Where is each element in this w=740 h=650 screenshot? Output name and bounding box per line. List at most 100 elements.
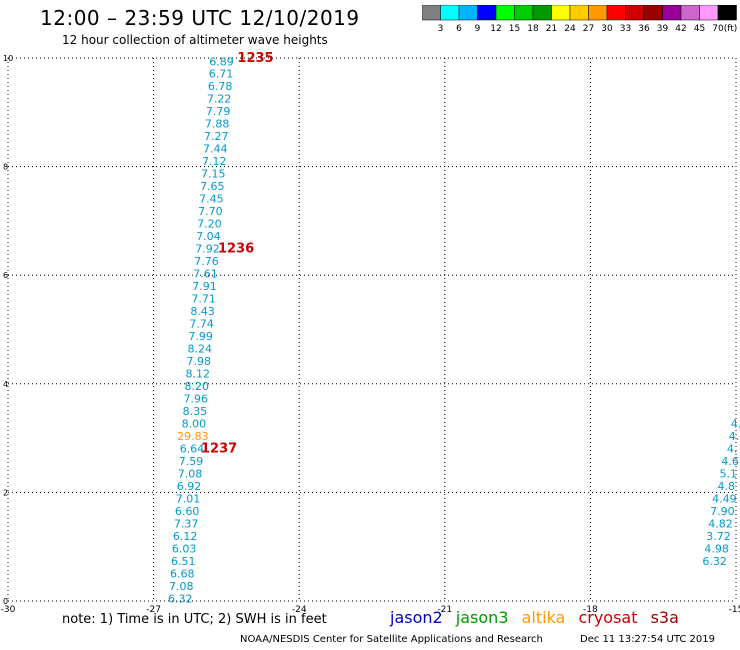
wave-height-label: 6.32: [702, 555, 727, 568]
colorbar-tick-label: 21: [546, 24, 557, 34]
chart-subtitle: 12 hour collection of altimeter wave hei…: [62, 33, 328, 47]
wave-height-label: 6.12: [173, 530, 198, 543]
generation-timestamp: Dec 11 13:27:54 UTC 2019: [580, 634, 715, 645]
x-tick-label: -15: [729, 605, 740, 615]
wave-height-label: 7.37: [174, 517, 199, 530]
wave-height-label: 7.96: [184, 392, 209, 405]
colorbar-tick-label: 27: [583, 24, 594, 34]
colorbar-unit: (ft): [724, 24, 738, 34]
wave-height-label: 7.98: [186, 355, 211, 368]
wave-height-label: 29.83: [177, 430, 209, 443]
time-label: 1236: [218, 242, 254, 257]
colorbar-tick-label: 45: [694, 24, 705, 34]
x-tick-label: -24: [292, 605, 307, 615]
wave-height-label: 4.98: [704, 542, 729, 555]
wave-height-label: 8.12: [186, 367, 211, 380]
legend-item-altika: altika: [521, 608, 566, 627]
wave-height-label: 4.82: [708, 517, 733, 530]
wave-height-label: 7.44: [203, 143, 228, 156]
x-tick-label: -21: [437, 605, 452, 615]
wave-height-label: 7.04: [196, 230, 221, 243]
colorbar-tick-label: 39: [657, 24, 669, 34]
chart-title: 12:00 – 23:59 UTC 12/10/2019: [40, 6, 360, 30]
colorbar-swatch: [717, 5, 737, 21]
wave-height-label: 7.12: [202, 155, 227, 168]
wave-height-label: 6.68: [170, 567, 195, 580]
wave-height-label: 6.60: [175, 505, 200, 518]
wave-height-label: 7.65: [200, 180, 225, 193]
wave-height-label: 8.43: [190, 305, 215, 318]
wave-height-label: 7.01: [176, 492, 201, 505]
wave-height-label: 7.20: [197, 218, 222, 231]
wave-height-label: 6.78: [208, 80, 233, 93]
y-tick-label: 10: [3, 54, 13, 63]
wave-height-label: 6.71: [209, 68, 234, 81]
colorbar-tick-label: 42: [675, 24, 686, 34]
colorbar-tick-label: 70: [712, 24, 724, 34]
wave-height-label: 4.6: [721, 455, 739, 468]
wave-height-label: 4.: [731, 417, 740, 430]
colorbar-tick-label: 3: [438, 24, 444, 34]
wave-height-label: 6.03: [172, 542, 197, 555]
y-tick-label: 6: [3, 271, 8, 280]
wave-height-label: 7.08: [178, 467, 203, 480]
wave-height-label: 7.88: [205, 118, 230, 131]
y-tick-label: 8: [3, 163, 8, 172]
wave-height-label: 6.92: [177, 480, 202, 493]
legend-item-s3a: s3a: [650, 608, 679, 627]
wave-height-label: 6.64: [180, 442, 205, 455]
x-tick-label: -30: [1, 605, 16, 615]
credit-line: NOAA/NESDIS Center for Satellite Applica…: [240, 634, 543, 645]
colorbar-tick-label: 12: [490, 24, 501, 34]
wave-height-label: 7.79: [206, 105, 231, 118]
wave-height-label: 6.51: [171, 555, 196, 568]
wave-height-label: 7.45: [199, 193, 224, 206]
legend-item-jason3: jason3: [455, 608, 509, 627]
y-tick-label: 4: [3, 380, 8, 389]
wave-height-label: 7.90: [710, 505, 735, 518]
wave-height-label: 8.00: [182, 417, 207, 430]
wave-height-label: 7.70: [198, 205, 223, 218]
colorbar-tick-label: 9: [475, 24, 481, 34]
wave-height-label: 7.74: [189, 318, 214, 331]
wave-height-label: 6.89: [209, 55, 234, 68]
time-label: 1237: [201, 441, 237, 456]
wave-height-label: 7.08: [169, 580, 194, 593]
wave-height-label: 7.91: [192, 280, 217, 293]
x-tick-label: -18: [583, 605, 598, 615]
wave-height-label: 4.8: [718, 480, 736, 493]
wave-height-label: 7.99: [188, 330, 213, 343]
footnote: note: 1) Time is in UTC; 2) SWH is in fe…: [62, 612, 327, 627]
colorbar-tick-label: 6: [456, 24, 462, 34]
wave-height-label: 8.35: [183, 405, 208, 418]
wave-height-label: 4.: [729, 430, 740, 443]
wave-height-label: 7.71: [191, 293, 216, 306]
wave-height-label: 8.24: [187, 343, 212, 356]
satellite-legend: jason2 jason3 altika cryosat s3a: [390, 608, 687, 627]
time-label: 1235: [237, 51, 273, 66]
x-tick-label: -27: [146, 605, 161, 615]
y-tick-label: 2: [3, 488, 8, 497]
wave-height-label: 7.76: [194, 255, 219, 268]
wave-height-label: 7.27: [204, 130, 229, 143]
wave-height-label: 7.59: [179, 455, 204, 468]
legend-item-cryosat: cryosat: [578, 608, 638, 627]
wave-height-label: 7.22: [207, 93, 232, 106]
color-scale-bar: 3 6 9 12 15 18 21 24 27 30 33 36 39 42 45 70 (ft): [422, 5, 738, 34]
wave-height-label: 7.92: [195, 243, 220, 256]
wave-height-label: 3.72: [706, 530, 731, 543]
wave-height-label: 5.1: [719, 467, 737, 480]
colorbar-tick-label: 24: [564, 24, 576, 34]
wave-height-label: 8.20: [185, 380, 210, 393]
legend-item-jason2: jason2: [390, 608, 443, 627]
colorbar-tick-label: 36: [638, 24, 650, 34]
wave-height-label: 4.49: [712, 492, 737, 505]
colorbar-tick-label: 33: [620, 24, 631, 34]
wave-height-label: 7.15: [201, 168, 226, 181]
wave-height-label: 7.61: [193, 268, 218, 281]
colorbar-tick-label: 30: [601, 24, 613, 34]
colorbar-tick-label: 15: [509, 24, 520, 34]
wave-height-label: 4.: [727, 442, 738, 455]
wave-height-label: 6.32: [168, 592, 193, 605]
